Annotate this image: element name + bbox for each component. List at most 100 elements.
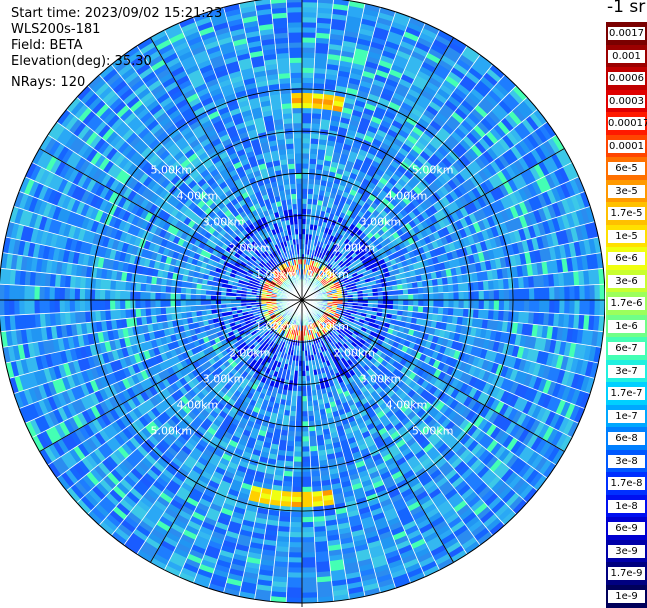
range-gate-cell <box>290 527 302 533</box>
range-gate-cell <box>443 307 449 315</box>
range-gate-cell <box>302 128 311 134</box>
range-gate-cell <box>509 289 515 300</box>
range-gate-cell <box>302 472 311 478</box>
range-gate-cell <box>292 487 302 493</box>
range-gate-cell <box>519 300 525 312</box>
range-gate-cell <box>309 436 317 442</box>
range-gate-cell <box>302 436 309 442</box>
range-gate-cell <box>302 557 316 563</box>
range-gate-cell <box>287 587 302 593</box>
range-gate-cell <box>403 289 409 295</box>
range-gate-cell <box>308 189 314 195</box>
range-gate-cell <box>302 213 307 219</box>
range-gate-cell <box>413 294 419 300</box>
range-gate-cell <box>289 547 302 553</box>
range-gate-cell <box>310 446 318 452</box>
range-gate-cell <box>433 286 439 293</box>
range-gate-cell <box>309 431 316 437</box>
range-gate-cell <box>302 133 311 139</box>
range-gate-cell <box>554 300 560 314</box>
range-gate-cell <box>534 288 540 300</box>
range-gate-cell <box>310 143 319 149</box>
range-gate-cell <box>484 300 490 310</box>
range-gate-cell <box>302 37 316 43</box>
range-gate-cell <box>383 296 389 301</box>
range-gate-cell <box>290 522 302 528</box>
range-gate-cell <box>448 284 454 292</box>
range-gate-cell <box>302 487 312 493</box>
range-gate-cell <box>539 287 545 300</box>
range-gate-cell <box>288 562 302 568</box>
range-gate-cell <box>287 572 302 578</box>
range-gate-cell <box>494 300 500 310</box>
range-gate-cell <box>499 289 505 300</box>
range-gate-cell <box>569 286 575 300</box>
range-gate-cell <box>302 208 307 214</box>
range-gate-cell <box>302 198 307 204</box>
range-gate-cell <box>408 306 414 312</box>
range-gate-cell <box>524 288 530 300</box>
range-gate-cell <box>589 285 595 300</box>
range-gate-cell <box>574 300 580 315</box>
range-gate-cell <box>302 517 314 523</box>
range-gate-cell <box>302 123 311 129</box>
range-gate-cell <box>308 416 315 422</box>
range-gate-cell <box>302 386 307 392</box>
range-gate-cell <box>504 289 510 300</box>
range-gate-cell <box>302 173 309 179</box>
range-gate-cell <box>302 93 313 99</box>
range-gate-cell <box>286 592 302 598</box>
range-gate-cell <box>302 577 317 583</box>
range-gate-cell <box>423 300 429 307</box>
range-gate-cell <box>534 300 540 312</box>
range-gate-cell <box>302 416 308 422</box>
range-gate-cell <box>579 285 585 300</box>
range-gate-cell <box>302 32 316 38</box>
range-gate-cell <box>524 300 530 312</box>
range-gate-cell <box>438 285 444 293</box>
range-gate-cell <box>408 294 414 300</box>
range-gate-cell <box>309 441 317 447</box>
range-gate-cell <box>398 300 404 305</box>
range-gate-cell <box>308 178 315 184</box>
range-gate-cell <box>295 436 302 442</box>
range-gate-cell <box>291 507 302 513</box>
range-gate-cell <box>297 386 302 392</box>
range-gate-cell <box>302 456 311 462</box>
range-gate-cell <box>403 300 409 306</box>
range-gate-cell <box>302 497 313 503</box>
range-gate-cell <box>302 592 318 598</box>
range-gate-cell <box>474 300 480 309</box>
range-gate-cell <box>302 537 315 543</box>
range-gate-cell <box>509 300 515 311</box>
range-gate-cell <box>549 300 555 313</box>
range-gate-cell <box>559 286 565 300</box>
range-gate-cell <box>287 582 302 588</box>
range-gate-cell <box>302 552 316 558</box>
range-gate-cell <box>302 113 312 119</box>
range-gate-cell <box>302 512 313 518</box>
range-gate-cell <box>296 411 302 417</box>
range-gate-cell <box>302 431 309 437</box>
range-gate-cell <box>383 300 389 305</box>
range-gate-cell <box>291 401 297 407</box>
range-gate-cell <box>289 416 296 422</box>
range-gate-cell <box>302 482 312 488</box>
range-gate-cell <box>302 391 307 397</box>
range-gate-cell <box>298 381 303 387</box>
range-gate-cell <box>504 300 510 311</box>
range-gate-cell <box>594 284 600 300</box>
range-gate-cell <box>453 292 459 300</box>
range-gate-cell <box>287 577 302 583</box>
range-gate-cell <box>408 300 414 306</box>
range-gate-cell <box>295 431 302 437</box>
range-gate-cell <box>519 288 525 300</box>
range-gate-cell <box>292 492 302 498</box>
range-gate-cell <box>302 492 312 498</box>
range-gate-cell <box>302 83 313 89</box>
range-gate-cell <box>464 291 470 300</box>
range-gate-cell <box>469 300 475 309</box>
range-gate-cell <box>529 300 535 312</box>
range-gate-cell <box>296 416 302 422</box>
